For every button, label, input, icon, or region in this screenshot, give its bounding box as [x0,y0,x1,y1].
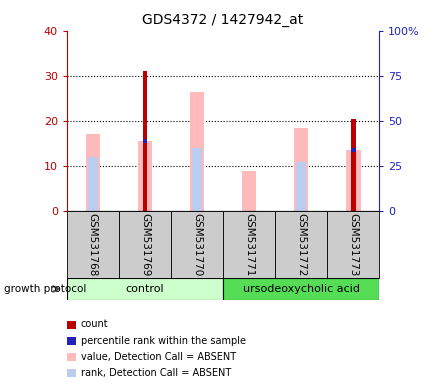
Bar [67,211,119,278]
Bar [350,119,355,211]
Text: growth protocol: growth protocol [4,284,86,294]
Text: control: control [125,284,164,294]
Text: GSM531768: GSM531768 [88,213,98,276]
Bar [142,71,147,211]
Bar [67,278,223,300]
Bar [137,141,152,211]
Text: ursodeoxycholic acid: ursodeoxycholic acid [242,284,359,294]
Bar [223,211,274,278]
Text: GSM531770: GSM531770 [191,213,202,276]
Bar [241,170,256,211]
Bar [223,278,378,300]
Text: GSM531773: GSM531773 [347,213,357,276]
Bar [85,134,100,211]
Text: count: count [80,319,108,329]
Bar [189,92,204,211]
Bar [345,150,359,211]
Text: percentile rank within the sample: percentile rank within the sample [80,336,245,346]
Bar [293,128,308,211]
Text: value, Detection Call = ABSENT: value, Detection Call = ABSENT [80,352,235,362]
Title: GDS4372 / 1427942_at: GDS4372 / 1427942_at [142,13,303,27]
Text: GSM531772: GSM531772 [295,213,305,276]
Bar [119,211,171,278]
Bar [142,139,147,143]
Bar [171,211,223,278]
Bar [88,157,97,211]
Bar [192,148,201,211]
Text: GSM531771: GSM531771 [243,213,254,276]
Bar [326,211,378,278]
Bar [296,162,305,211]
Bar [274,211,326,278]
Bar [350,149,355,152]
Text: GSM531769: GSM531769 [140,213,150,276]
Text: rank, Detection Call = ABSENT: rank, Detection Call = ABSENT [80,368,230,378]
